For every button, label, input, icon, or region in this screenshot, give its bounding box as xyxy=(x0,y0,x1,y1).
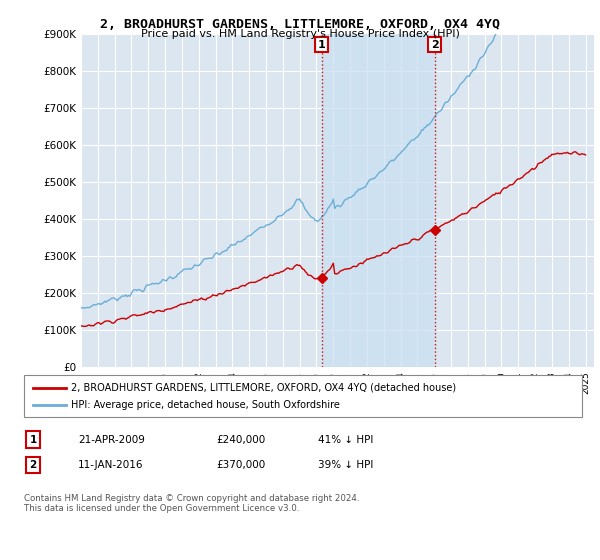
Text: 1: 1 xyxy=(29,435,37,445)
Text: 39% ↓ HPI: 39% ↓ HPI xyxy=(318,460,373,470)
Text: 2: 2 xyxy=(431,40,439,50)
Text: 2, BROADHURST GARDENS, LITTLEMORE, OXFORD, OX4 4YQ: 2, BROADHURST GARDENS, LITTLEMORE, OXFOR… xyxy=(100,18,500,31)
Bar xyxy=(322,34,435,367)
Text: 21-APR-2009: 21-APR-2009 xyxy=(78,435,145,445)
Text: Price paid vs. HM Land Registry's House Price Index (HPI): Price paid vs. HM Land Registry's House … xyxy=(140,29,460,39)
Text: HPI: Average price, detached house, South Oxfordshire: HPI: Average price, detached house, Sout… xyxy=(71,400,340,410)
Text: Contains HM Land Registry data © Crown copyright and database right 2024.
This d: Contains HM Land Registry data © Crown c… xyxy=(24,494,359,514)
Text: 41% ↓ HPI: 41% ↓ HPI xyxy=(318,435,373,445)
Text: 1: 1 xyxy=(317,40,325,50)
Text: £240,000: £240,000 xyxy=(216,435,265,445)
Text: 2: 2 xyxy=(29,460,37,470)
Text: £370,000: £370,000 xyxy=(216,460,265,470)
Text: 11-JAN-2016: 11-JAN-2016 xyxy=(78,460,143,470)
Text: 2, BROADHURST GARDENS, LITTLEMORE, OXFORD, OX4 4YQ (detached house): 2, BROADHURST GARDENS, LITTLEMORE, OXFOR… xyxy=(71,383,456,393)
